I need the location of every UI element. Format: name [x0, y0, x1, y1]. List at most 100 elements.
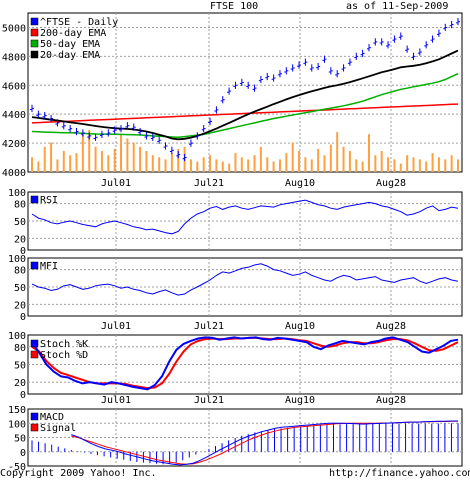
volume-bar	[43, 146, 46, 172]
y-tick-label: 80	[14, 266, 26, 277]
volume-bar	[291, 142, 294, 172]
volume-bar	[126, 138, 129, 172]
y-tick-label: 80	[14, 343, 26, 354]
volume-bar	[69, 155, 72, 172]
ema200-line	[31, 103, 459, 124]
volume-bar	[278, 159, 281, 172]
volume-bar	[170, 153, 173, 172]
volume-bar	[81, 134, 84, 172]
legend-swatch	[30, 28, 39, 37]
legend-swatch	[30, 261, 39, 270]
volume-bar	[259, 146, 262, 172]
legend-label: 200-day EMA	[40, 28, 106, 39]
legend-swatch	[30, 412, 39, 421]
volume-bar	[355, 159, 358, 172]
volume-bar	[75, 153, 78, 172]
volume-bar	[228, 163, 231, 172]
legend-label: Signal	[40, 423, 76, 434]
x-tick-label: Jul21	[194, 178, 224, 189]
y-tick-label: 20	[14, 234, 26, 245]
volume-bar	[387, 157, 390, 172]
legend-swatch	[30, 423, 39, 432]
volume-bar	[234, 153, 237, 172]
legend-swatch	[30, 339, 39, 348]
volume-bar	[348, 151, 351, 172]
y-tick-label: 50	[14, 283, 26, 294]
y-tick-label: 50	[14, 434, 26, 445]
source-url[interactable]: http://finance.yahoo.com/	[329, 468, 470, 479]
volume-bar	[100, 151, 103, 172]
y-tick-label: 5000	[2, 23, 26, 34]
rsi-line	[31, 199, 459, 235]
mfi-line	[31, 263, 459, 296]
legend-label: Stoch %D	[40, 350, 88, 361]
y-tick-label: 4200	[2, 139, 26, 150]
legend-swatch	[30, 50, 39, 59]
copyright-text: Copyright 2009 Yahoo! Inc.	[0, 468, 157, 479]
volume-bar	[298, 151, 301, 172]
legend-label: MFI	[40, 261, 58, 272]
x-tick-label: Jul21	[194, 395, 224, 406]
legend-label: 50-day EMA	[40, 39, 100, 50]
volume-bar	[113, 148, 116, 172]
x-tick-label: Aug10	[285, 178, 315, 189]
volume-bar	[247, 159, 250, 172]
legend-label: MACD	[40, 412, 64, 423]
y-tick-label: 0	[20, 390, 26, 401]
volume-bar	[139, 146, 142, 172]
y-tick-label: 4600	[2, 81, 26, 92]
y-tick-label: 4400	[2, 110, 26, 121]
volume-bar	[50, 142, 53, 172]
volume-bar	[425, 161, 428, 172]
y-tick-label: 50	[14, 361, 26, 372]
volume-bar	[56, 159, 59, 172]
volume-bar	[367, 134, 370, 172]
volume-bar	[380, 151, 383, 172]
volume-bar	[406, 155, 409, 172]
x-tick-label: Jul01	[101, 321, 131, 332]
legend-label: ^FTSE - Daily	[40, 17, 118, 28]
volume-bar	[412, 157, 415, 172]
macd-line	[71, 420, 458, 466]
volume-bar	[94, 146, 97, 172]
y-tick-label: 4800	[2, 52, 26, 63]
volume-bar	[88, 130, 91, 172]
x-tick-label: Aug10	[285, 395, 315, 406]
volume-bar	[209, 155, 212, 172]
y-tick-label: 100	[8, 419, 26, 430]
volume-bar	[418, 159, 421, 172]
volume-bar	[37, 161, 40, 172]
legend-label: RSI	[40, 195, 58, 206]
volume-bar	[158, 157, 161, 172]
volume-bar	[323, 155, 326, 172]
y-tick-label: 50	[14, 217, 26, 228]
volume-bar	[342, 146, 345, 172]
y-tick-label: 0	[20, 448, 26, 459]
volume-bar	[62, 151, 65, 172]
x-tick-label: Aug10	[285, 321, 315, 332]
y-tick-label: 80	[14, 200, 26, 211]
legend-swatch	[30, 17, 39, 26]
legend-label: 20-day EMA	[40, 50, 100, 61]
legend-swatch	[30, 39, 39, 48]
volume-bar	[31, 157, 33, 172]
volume-bar	[317, 148, 320, 172]
volume-bar	[450, 155, 453, 172]
volume-bar	[120, 134, 123, 172]
x-tick-label: Jul01	[101, 395, 131, 406]
volume-bar	[177, 148, 180, 172]
y-tick-label: 0	[20, 246, 26, 257]
volume-bar	[329, 144, 332, 172]
volume-bar	[215, 159, 218, 172]
volume-bar	[253, 155, 256, 172]
y-tick-label: 100	[8, 254, 26, 265]
y-tick-label: 100	[8, 188, 26, 199]
volume-bar	[266, 157, 269, 172]
legend-swatch	[30, 195, 39, 204]
legend-label: Stoch %K	[40, 339, 88, 350]
volume-bar	[361, 161, 364, 172]
y-tick-label: 20	[14, 300, 26, 311]
stoch-k-line	[31, 336, 459, 391]
volume-bar	[336, 132, 339, 172]
